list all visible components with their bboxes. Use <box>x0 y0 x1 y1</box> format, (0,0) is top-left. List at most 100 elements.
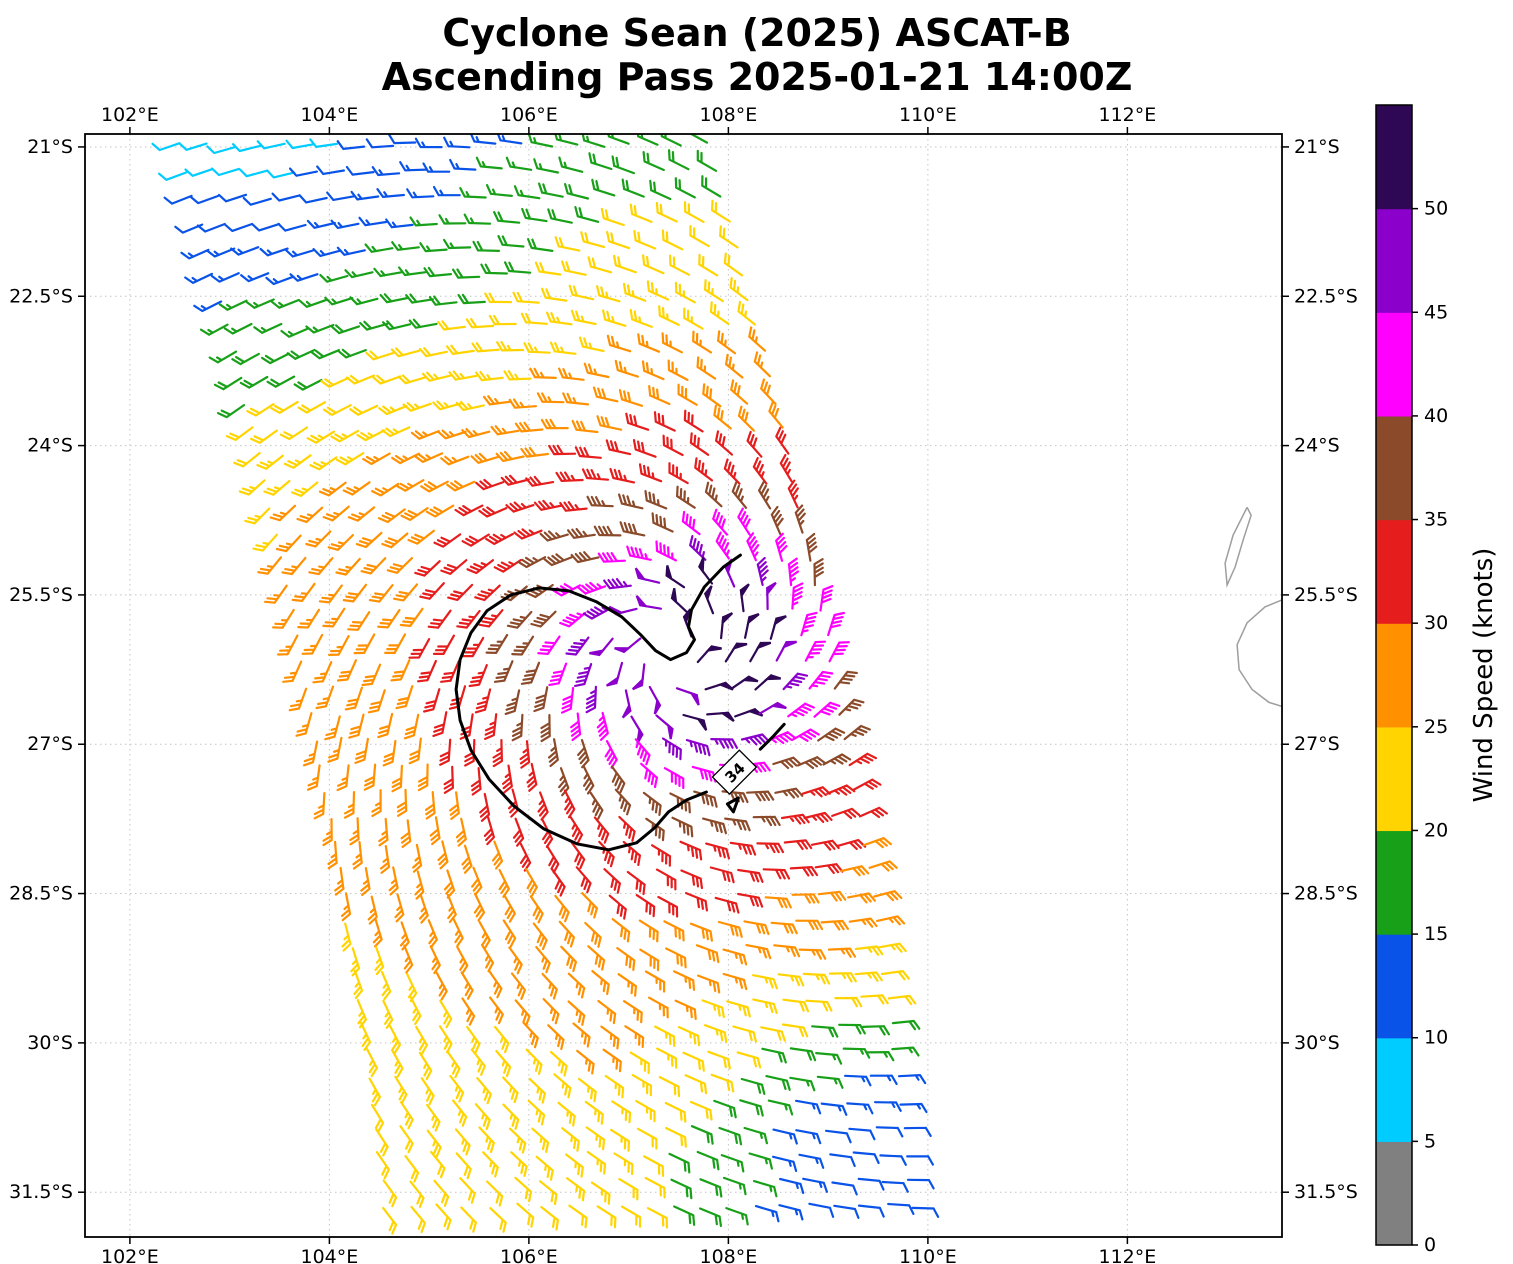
wind-barb <box>805 532 818 562</box>
contour-main-line <box>454 553 742 852</box>
wind-barb <box>860 994 889 1005</box>
wind-barb <box>618 389 644 407</box>
wind-barb <box>358 216 388 227</box>
wind-barb <box>597 999 617 1025</box>
x-tick-label-top: 108°E <box>699 104 757 126</box>
wind-barb <box>611 1100 632 1124</box>
wind-barb <box>852 1151 880 1165</box>
wind-barb <box>540 714 551 743</box>
wind-barb-pennant <box>755 641 772 650</box>
wind-barb <box>399 607 424 627</box>
wind-barb <box>844 1074 872 1087</box>
wind-barb <box>377 712 394 739</box>
wind-barb <box>698 253 719 277</box>
wind-barb-pennant <box>635 595 649 608</box>
wind-barb <box>722 948 748 966</box>
wind-barb <box>225 426 254 441</box>
wind-barb <box>224 222 254 232</box>
wind-barb <box>342 481 371 496</box>
wind-barb <box>702 817 727 835</box>
wind-barb <box>505 501 535 513</box>
wind-barb <box>485 633 509 654</box>
colorbar-segment <box>1376 830 1412 935</box>
wind-barb <box>475 156 503 170</box>
wind-barb <box>378 508 406 524</box>
wind-barb <box>586 1150 607 1175</box>
wind-barb <box>808 670 834 690</box>
wind-barb <box>848 752 877 767</box>
wind-barb <box>512 817 525 847</box>
wind-barb <box>861 1025 890 1036</box>
wind-barb <box>366 1048 378 1078</box>
wind-barb <box>230 246 260 256</box>
wind-barb <box>570 712 582 742</box>
wind-barb <box>629 1051 650 1075</box>
wind-barb <box>725 1207 749 1226</box>
wind-barb <box>638 919 659 943</box>
wind-barb <box>447 583 474 601</box>
wind-barb <box>655 868 677 891</box>
wind-barb-pennant <box>719 711 735 723</box>
wind-barb <box>334 866 345 896</box>
wind-barb <box>381 971 392 1001</box>
wind-barb <box>363 763 377 791</box>
wind-barb <box>400 1101 414 1130</box>
wind-barb <box>691 765 717 783</box>
wind-barb <box>625 412 650 431</box>
wind-barb <box>617 973 637 997</box>
y-tick-label-right: 25.5°S <box>1294 584 1358 606</box>
wind-barb <box>485 532 514 545</box>
wind-barb <box>371 789 382 817</box>
wind-barb <box>622 282 647 302</box>
wind-barb <box>270 400 299 414</box>
wind-barb <box>532 922 548 951</box>
wind-barb <box>275 534 302 553</box>
wind-barb <box>336 246 366 256</box>
wind-barb <box>238 479 266 496</box>
wind-barb <box>437 840 449 870</box>
wind-barb <box>432 185 461 197</box>
colorbar: 0 5 10 15 20 25 30 35 40 45 50 <box>1375 104 1448 1256</box>
wind-barb <box>420 1077 435 1106</box>
wind-barb <box>459 1177 476 1204</box>
colorbar-segment <box>1376 623 1412 728</box>
wind-barb <box>342 583 368 603</box>
wind-barb <box>151 142 181 152</box>
wind-barb <box>761 1047 787 1064</box>
wind-barb <box>427 919 438 949</box>
wind-barb-pennant <box>636 726 644 744</box>
wind-barb <box>561 260 587 276</box>
wind-barb <box>781 1023 809 1038</box>
wind-barb <box>646 280 670 301</box>
wind-barb <box>367 895 378 925</box>
wind-barb <box>589 791 604 820</box>
wind-barb <box>782 672 809 691</box>
wind-barb <box>547 208 573 224</box>
wind-barb <box>829 1153 856 1168</box>
wind-barb <box>502 919 517 948</box>
wind-barb <box>877 942 907 953</box>
wind-barb <box>284 248 314 258</box>
colorbar-tick-label: 0 <box>1424 1234 1436 1256</box>
wind-barb <box>491 840 504 870</box>
wind-barb <box>349 817 360 846</box>
wind-barb <box>775 426 790 455</box>
wind-barb <box>683 307 704 330</box>
wind-barb <box>724 817 751 832</box>
wind-barb <box>316 165 345 175</box>
wind-barb <box>795 1099 822 1115</box>
wind-barb <box>684 1074 708 1095</box>
wind-barb <box>685 739 711 757</box>
wind-barb <box>514 999 531 1027</box>
wind-barb <box>768 401 784 429</box>
wind-barb <box>263 479 291 496</box>
wind-barb <box>866 1051 895 1062</box>
wind-barb <box>642 791 662 816</box>
wind-barb <box>773 944 801 958</box>
wind-barb <box>438 1025 453 1054</box>
wind-barb-pennant <box>746 613 760 626</box>
wind-barb <box>665 947 687 969</box>
wind-barb <box>365 350 395 361</box>
wind-barb <box>725 353 744 379</box>
colorbar-segment <box>1376 1037 1412 1142</box>
